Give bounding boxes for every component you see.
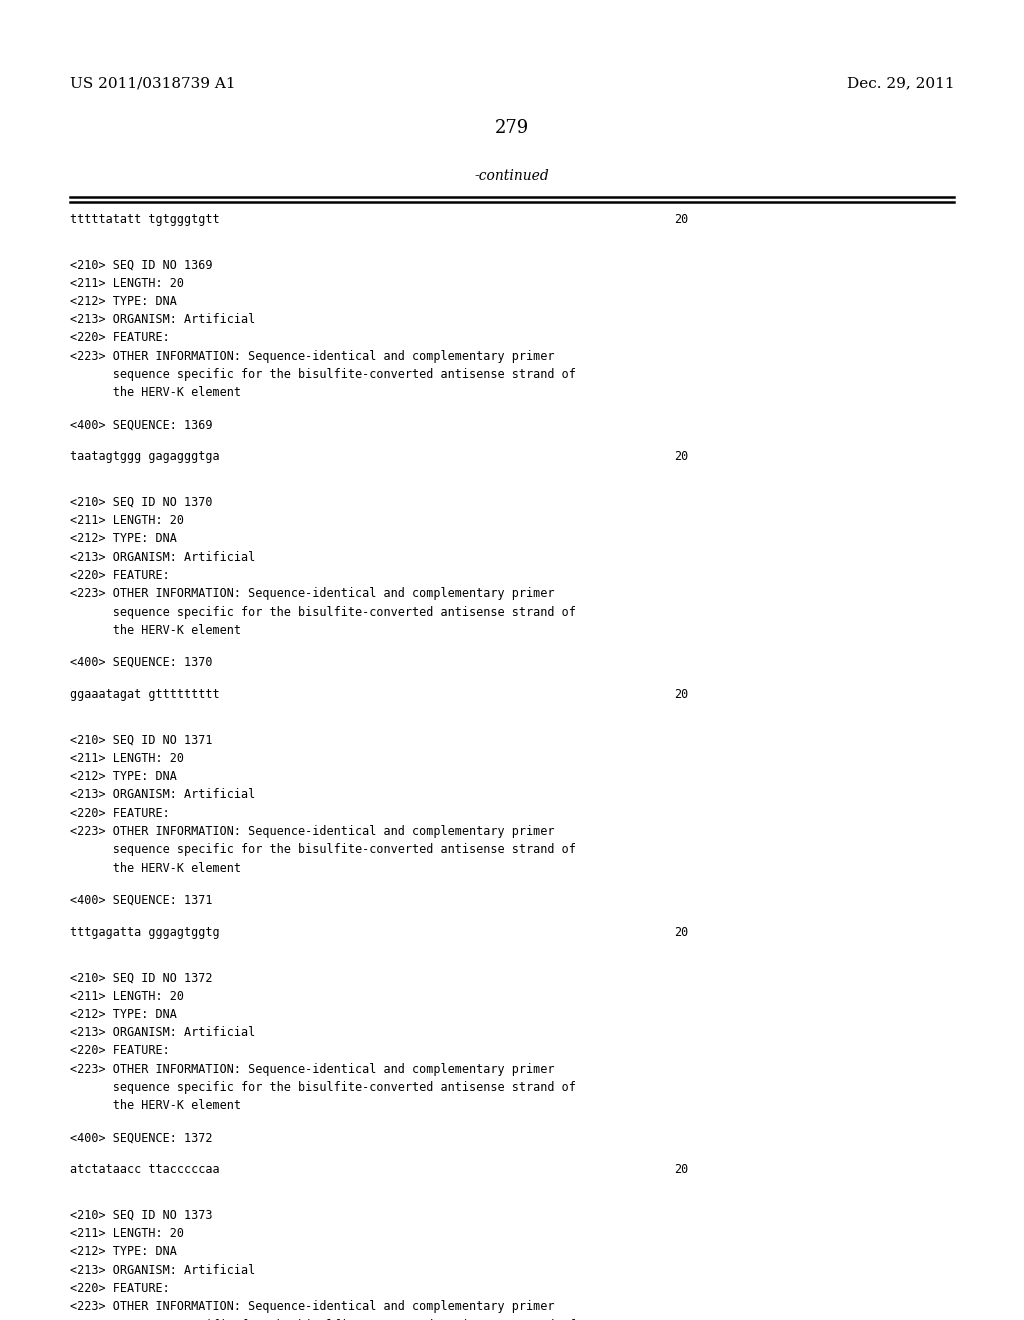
Text: 20: 20 — [674, 450, 688, 463]
Text: <210> SEQ ID NO 1373: <210> SEQ ID NO 1373 — [70, 1209, 212, 1222]
Text: <223> OTHER INFORMATION: Sequence-identical and complementary primer: <223> OTHER INFORMATION: Sequence-identi… — [70, 350, 554, 363]
Text: <400> SEQUENCE: 1371: <400> SEQUENCE: 1371 — [70, 894, 212, 907]
Text: sequence specific for the bisulfite-converted antisense strand of: sequence specific for the bisulfite-conv… — [70, 606, 575, 619]
Text: <220> FEATURE:: <220> FEATURE: — [70, 331, 169, 345]
Text: Dec. 29, 2011: Dec. 29, 2011 — [847, 77, 954, 91]
Text: <213> ORGANISM: Artificial: <213> ORGANISM: Artificial — [70, 788, 255, 801]
Text: <220> FEATURE:: <220> FEATURE: — [70, 569, 169, 582]
Text: 279: 279 — [495, 119, 529, 137]
Text: tttgagatta gggagtggtg: tttgagatta gggagtggtg — [70, 925, 219, 939]
Text: sequence specific for the bisulfite-converted antisense strand of: sequence specific for the bisulfite-conv… — [70, 843, 575, 857]
Text: the HERV-K element: the HERV-K element — [70, 387, 241, 399]
Text: 20: 20 — [674, 213, 688, 226]
Text: <211> LENGTH: 20: <211> LENGTH: 20 — [70, 515, 183, 527]
Text: <223> OTHER INFORMATION: Sequence-identical and complementary primer: <223> OTHER INFORMATION: Sequence-identi… — [70, 587, 554, 601]
Text: tttttatatt tgtgggtgtt: tttttatatt tgtgggtgtt — [70, 213, 219, 226]
Text: <220> FEATURE:: <220> FEATURE: — [70, 1044, 169, 1057]
Text: the HERV-K element: the HERV-K element — [70, 1100, 241, 1113]
Text: atctataacc ttacccccaa: atctataacc ttacccccaa — [70, 1163, 219, 1176]
Text: 20: 20 — [674, 688, 688, 701]
Text: <213> ORGANISM: Artificial: <213> ORGANISM: Artificial — [70, 550, 255, 564]
Text: <223> OTHER INFORMATION: Sequence-identical and complementary primer: <223> OTHER INFORMATION: Sequence-identi… — [70, 1300, 554, 1313]
Text: sequence specific for the bisulfite-converted antisense strand of: sequence specific for the bisulfite-conv… — [70, 368, 575, 381]
Text: -continued: -continued — [475, 169, 549, 183]
Text: sequence specific for the bisulfite-converted antisense strand of: sequence specific for the bisulfite-conv… — [70, 1319, 575, 1320]
Text: <400> SEQUENCE: 1369: <400> SEQUENCE: 1369 — [70, 418, 212, 432]
Text: <223> OTHER INFORMATION: Sequence-identical and complementary primer: <223> OTHER INFORMATION: Sequence-identi… — [70, 825, 554, 838]
Text: <211> LENGTH: 20: <211> LENGTH: 20 — [70, 276, 183, 289]
Text: <211> LENGTH: 20: <211> LENGTH: 20 — [70, 752, 183, 764]
Text: <220> FEATURE:: <220> FEATURE: — [70, 1282, 169, 1295]
Text: 20: 20 — [674, 925, 688, 939]
Text: the HERV-K element: the HERV-K element — [70, 862, 241, 875]
Text: <210> SEQ ID NO 1371: <210> SEQ ID NO 1371 — [70, 734, 212, 747]
Text: <212> TYPE: DNA: <212> TYPE: DNA — [70, 532, 176, 545]
Text: <400> SEQUENCE: 1370: <400> SEQUENCE: 1370 — [70, 656, 212, 669]
Text: <400> SEQUENCE: 1372: <400> SEQUENCE: 1372 — [70, 1131, 212, 1144]
Text: <223> OTHER INFORMATION: Sequence-identical and complementary primer: <223> OTHER INFORMATION: Sequence-identi… — [70, 1063, 554, 1076]
Text: <212> TYPE: DNA: <212> TYPE: DNA — [70, 770, 176, 783]
Text: <212> TYPE: DNA: <212> TYPE: DNA — [70, 294, 176, 308]
Text: US 2011/0318739 A1: US 2011/0318739 A1 — [70, 77, 236, 91]
Text: 20: 20 — [674, 1163, 688, 1176]
Text: <210> SEQ ID NO 1369: <210> SEQ ID NO 1369 — [70, 259, 212, 271]
Text: <213> ORGANISM: Artificial: <213> ORGANISM: Artificial — [70, 1263, 255, 1276]
Text: <220> FEATURE:: <220> FEATURE: — [70, 807, 169, 820]
Text: sequence specific for the bisulfite-converted antisense strand of: sequence specific for the bisulfite-conv… — [70, 1081, 575, 1094]
Text: <210> SEQ ID NO 1372: <210> SEQ ID NO 1372 — [70, 972, 212, 985]
Text: ggaaatagat gttttttttt: ggaaatagat gttttttttt — [70, 688, 219, 701]
Text: <212> TYPE: DNA: <212> TYPE: DNA — [70, 1007, 176, 1020]
Text: <211> LENGTH: 20: <211> LENGTH: 20 — [70, 1228, 183, 1241]
Text: <211> LENGTH: 20: <211> LENGTH: 20 — [70, 990, 183, 1002]
Text: <212> TYPE: DNA: <212> TYPE: DNA — [70, 1246, 176, 1258]
Text: taatagtggg gagagggtga: taatagtggg gagagggtga — [70, 450, 219, 463]
Text: <210> SEQ ID NO 1370: <210> SEQ ID NO 1370 — [70, 496, 212, 510]
Text: <213> ORGANISM: Artificial: <213> ORGANISM: Artificial — [70, 1026, 255, 1039]
Text: <213> ORGANISM: Artificial: <213> ORGANISM: Artificial — [70, 313, 255, 326]
Text: the HERV-K element: the HERV-K element — [70, 624, 241, 636]
